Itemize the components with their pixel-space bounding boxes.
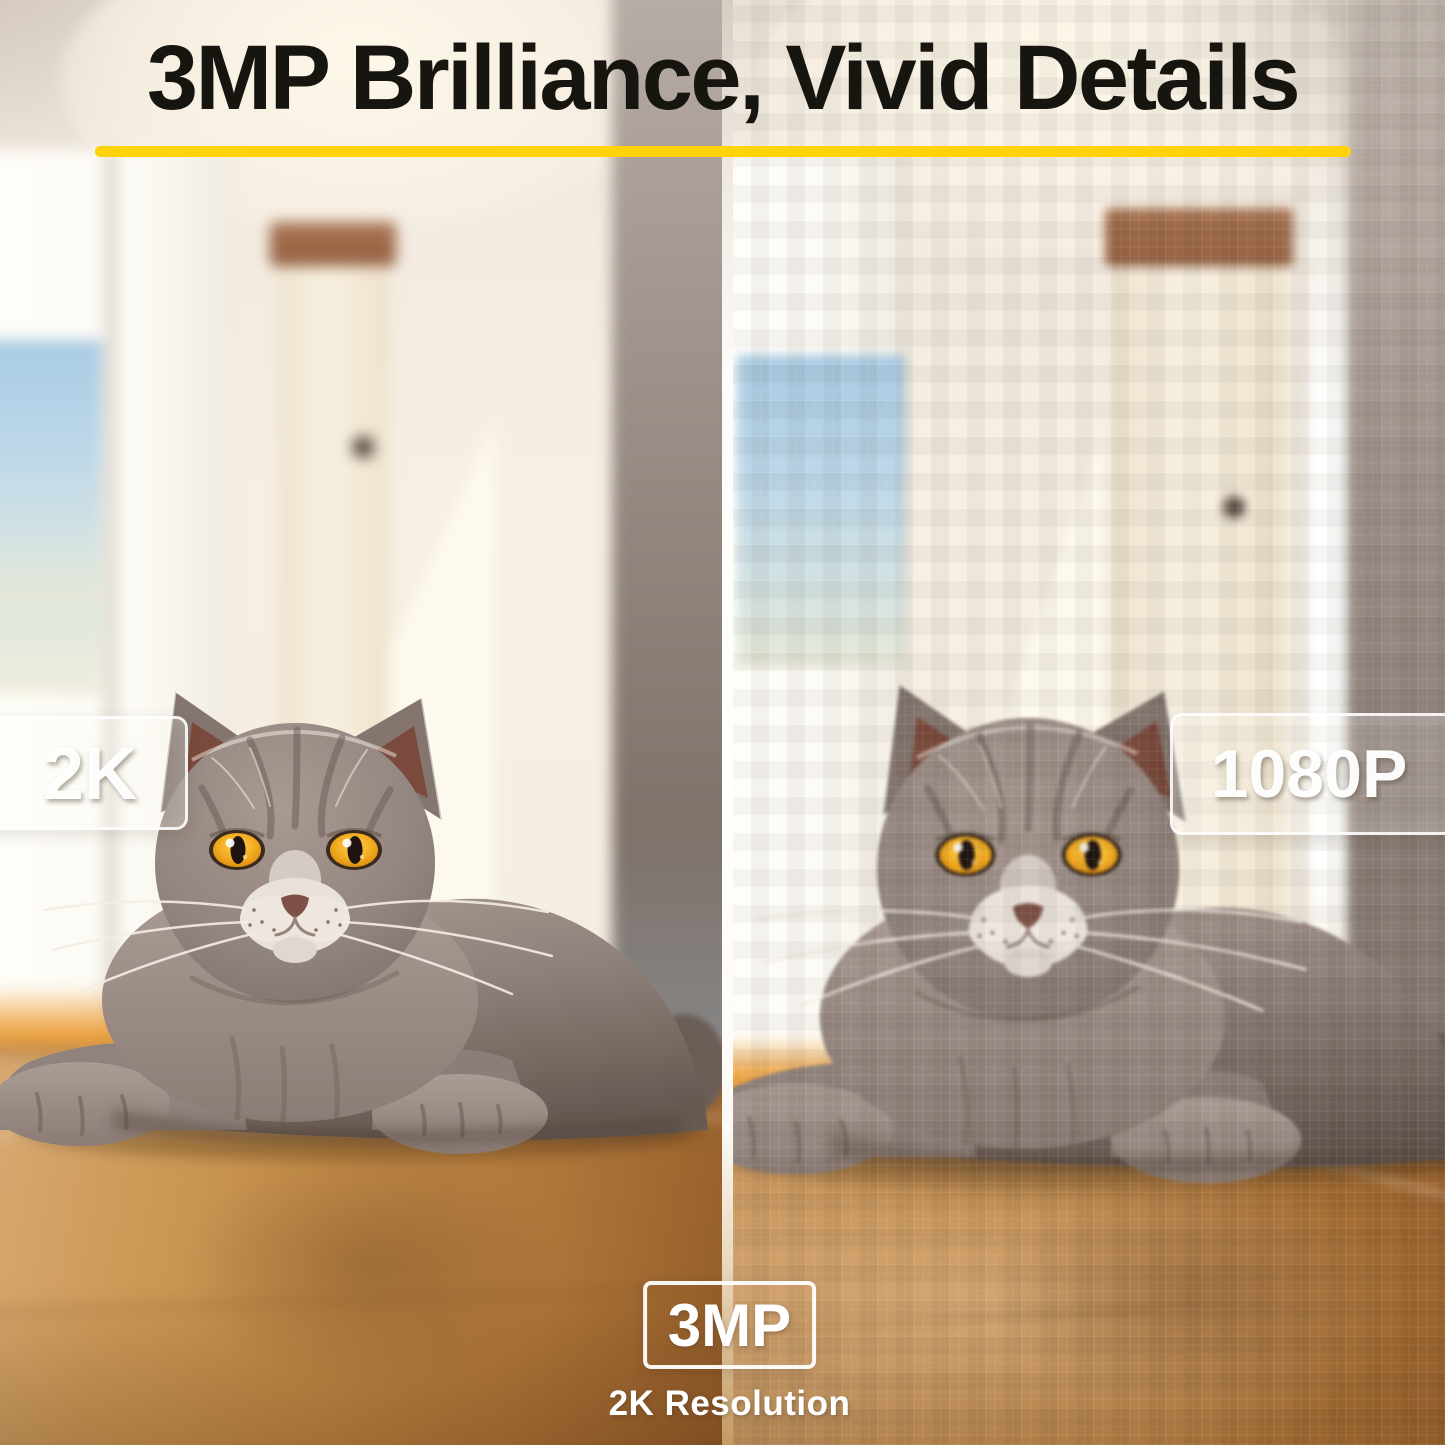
label-2k: 2K <box>0 716 188 830</box>
title-underline <box>95 146 1351 157</box>
pillar-cap-right <box>1105 208 1293 266</box>
page-title: 3MP Brilliance, Vivid Details <box>146 27 1301 129</box>
badge-caption: 2K Resolution <box>608 1384 851 1423</box>
door-knob-left <box>352 436 374 458</box>
window-sky-right <box>737 355 905 665</box>
window-frame-left <box>104 150 118 1080</box>
label-1080p-text: 1080P <box>1210 736 1408 812</box>
label-1080p: 1080P <box>1170 713 1445 835</box>
door-knob-right <box>1223 496 1245 518</box>
scene-right-1080p <box>733 0 1445 1445</box>
cat-reflection-left <box>180 1140 560 1390</box>
window-sky-left <box>0 340 102 605</box>
scene-left-2k <box>0 0 723 1445</box>
corner-shade-right <box>1153 0 1445 226</box>
label-2k-text: 2K <box>42 731 138 815</box>
split-divider <box>722 0 733 1445</box>
pixelation-overlay <box>733 0 1445 1445</box>
gray-wall-right <box>1347 0 1445 1130</box>
resolution-badge: 3MP 2K Resolution <box>609 1281 851 1424</box>
gray-wall-left <box>612 0 723 1080</box>
window-sky-lower-left <box>0 605 102 695</box>
badge-3mp-text: 3MP <box>667 1291 792 1359</box>
pillar-cap-left <box>270 222 396 266</box>
badge-3mp: 3MP <box>642 1281 816 1369</box>
cat-reflection-right <box>983 1180 1403 1410</box>
